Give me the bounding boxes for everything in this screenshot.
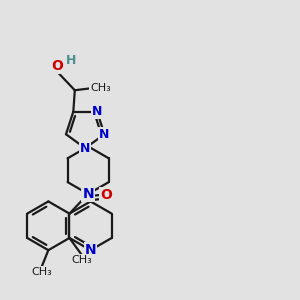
Text: N: N [82, 187, 94, 201]
Text: CH₃: CH₃ [32, 267, 52, 277]
Text: N: N [92, 105, 102, 118]
Text: CH₃: CH₃ [71, 255, 92, 265]
Text: H: H [66, 54, 76, 67]
Text: N: N [85, 243, 96, 257]
Text: N: N [99, 128, 110, 141]
Text: CH₃: CH₃ [90, 83, 111, 93]
Text: N: N [80, 142, 90, 155]
Text: O: O [100, 188, 112, 202]
Text: O: O [51, 58, 63, 73]
